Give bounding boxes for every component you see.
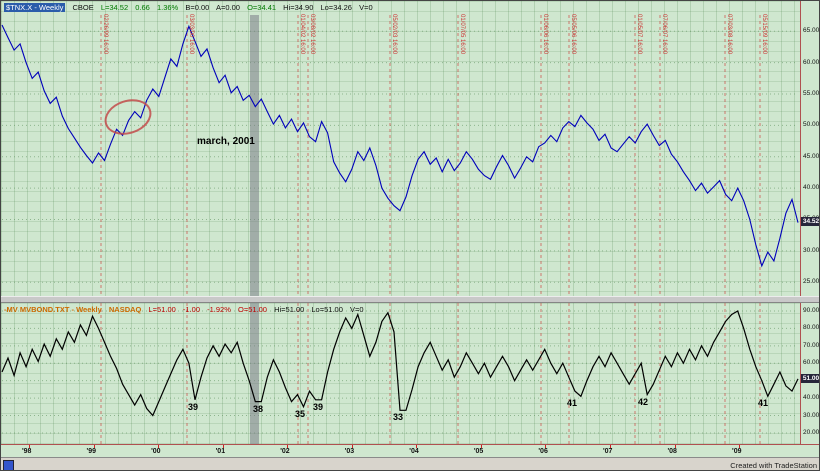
year-tick [222, 445, 224, 448]
indicator-low-value-label: 38 [253, 403, 264, 414]
exchange-label: CBOE [72, 3, 94, 12]
year-tick [29, 445, 30, 448]
last-label: L=34.52 [100, 3, 129, 12]
price-tick-label: 70.00 [803, 341, 820, 349]
session-date-label: 05/15/09 16:00 [761, 14, 767, 55]
year-label: '09 [732, 448, 742, 455]
year-tick [545, 445, 547, 448]
indicator-low-value-label: 35 [295, 408, 306, 419]
indicator-low-value-label: 42 [638, 396, 649, 407]
year-tick [351, 445, 353, 448]
panel-splitter[interactable] [1, 296, 819, 303]
price-tick-label: 40.00 [803, 184, 820, 192]
year-tick [416, 445, 418, 448]
price-tick-label: 25.00 [803, 278, 820, 286]
session-date-label: 03/08/02 16:00 [309, 14, 315, 55]
indicator-volume-label: V=0 [349, 305, 364, 314]
year-label: '01 [215, 448, 226, 455]
price-tick-label: 90.00 [803, 306, 820, 314]
session-date-label: 01/05/07 16:00 [636, 14, 642, 55]
change-pct-label: 1.36% [156, 3, 179, 12]
year-label: '99 [86, 448, 96, 455]
indicator-high-label: Hi=51.00 [274, 305, 305, 314]
session-date-label: 01/06/06 16:00 [542, 14, 548, 55]
session-date-label: 05/02/03 16:00 [391, 14, 397, 55]
march-2001-annotation: march, 2001 [197, 136, 255, 147]
indicator-symbol-label: -MV MVBOND.TXT - Weekly [4, 305, 102, 314]
indicator-low-value-label: 41 [758, 398, 769, 409]
year-label: '03 [344, 448, 355, 455]
volume-label: V=0 [359, 3, 373, 12]
indicator-low-value-label: 39 [188, 401, 199, 412]
low-label: Lo=34.26 [320, 3, 352, 12]
price-tick-label: 55.00 [803, 90, 820, 98]
indicator-low-value-label: 41 [567, 398, 578, 409]
session-date-label: 01/07/05 16:00 [459, 14, 465, 55]
indicator-open-label: O=51.00 [237, 305, 267, 314]
price-tick-label: 50.00 [803, 121, 820, 129]
session-date-label: 07/06/07 16:00 [661, 14, 667, 55]
top-panel-header: $TNX.X - Weekly CBOE L=34.52 0.66 1.36% … [4, 3, 378, 12]
indicator-low-value-label: 39 [313, 401, 324, 412]
indicator-change-label: -1.00 [182, 305, 201, 314]
price-tick-label: 30.00 [803, 411, 820, 419]
price-tick-label: 45.00 [803, 152, 820, 160]
year-label: '02 [280, 448, 290, 455]
price-tick-label: 60.00 [803, 58, 820, 66]
year-label: '04 [409, 448, 419, 455]
price-tick-label: 80.00 [803, 324, 820, 332]
price-tick-label: 65.00 [803, 27, 820, 35]
year-tick [158, 445, 160, 448]
created-with-label: Created with TradeStation [730, 461, 817, 470]
year-label: '00 [151, 448, 161, 455]
status-corner-icon [3, 460, 14, 470]
session-date-label: 03/03/00 16:00 [188, 14, 194, 55]
change-label: 0.66 [135, 3, 150, 12]
year-tick [739, 445, 741, 448]
indicator-exchange-label: NASDAQ [108, 305, 142, 314]
indicator-last-badge: 51.00 [801, 373, 820, 383]
year-tick [93, 445, 95, 448]
year-tick [287, 445, 289, 448]
session-date-label: 01/04/02 16:00 [299, 14, 305, 55]
year-label: '98 [22, 448, 32, 455]
indicator-chart-panel[interactable] [1, 303, 800, 444]
price-tick-label: 60.00 [803, 359, 820, 367]
session-date-label: 07/03/08 16:00 [726, 14, 732, 55]
status-bar: Created with TradeStation [1, 457, 819, 470]
year-label: '07 [602, 448, 613, 455]
last-price-badge: 34.52 [801, 217, 820, 227]
year-label: '06 [538, 448, 548, 455]
ask-label: A=0.00 [215, 3, 240, 12]
open-label: O=34.41 [247, 3, 277, 12]
session-date-label: 02/26/99 16:00 [102, 14, 108, 55]
year-label: '08 [667, 448, 677, 455]
indicator-low-value-label: 33 [393, 412, 404, 423]
time-axis[interactable]: '98 '99 '00 '01 '02 '03 '04 '05 '06 '07 '08 '09 [1, 444, 819, 457]
year-label: '05 [473, 448, 484, 455]
price-tick-label: 30.00 [803, 246, 820, 254]
bottom-panel-header: -MV MVBOND.TXT - Weekly NASDAQ L=51.00 -… [4, 305, 369, 314]
session-date-label: 05/05/06 16:00 [570, 14, 576, 55]
high-label: Hi=34.90 [283, 3, 314, 12]
indicator-change-pct-label: -1.92% [207, 305, 231, 314]
indicator-low-label: Lo=51.00 [311, 305, 343, 314]
year-tick [609, 445, 611, 448]
year-tick [480, 445, 482, 448]
bid-label: B=0.00 [185, 3, 210, 12]
price-tick-label: 20.00 [803, 428, 820, 436]
symbol-label: $TNX.X - Weekly [4, 3, 66, 12]
price-chart-panel[interactable] [1, 1, 800, 296]
year-tick [674, 445, 676, 448]
indicator-last-label: L=51.00 [148, 305, 176, 314]
price-tick-label: 40.00 [803, 394, 820, 402]
